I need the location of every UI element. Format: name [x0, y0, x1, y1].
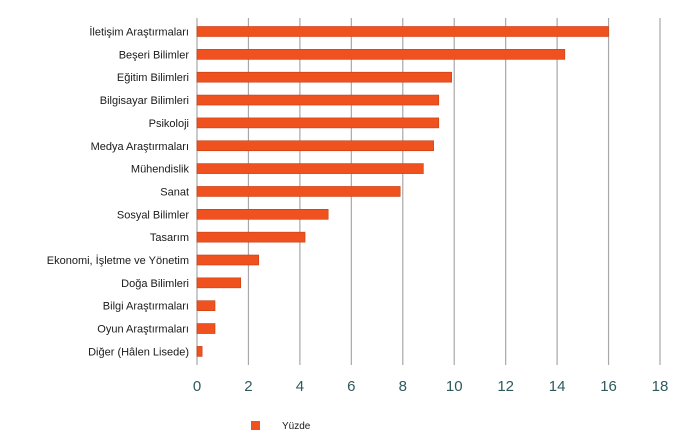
category-label: Medya Araştırmaları — [91, 141, 189, 153]
bar — [196, 117, 440, 129]
category-label: İletişim Araştırmaları — [89, 26, 189, 39]
bar — [196, 71, 452, 83]
x-tick-label: 0 — [193, 378, 201, 395]
bar — [196, 323, 216, 334]
bar — [196, 26, 609, 37]
category-label: Eğitim Bilimleri — [117, 72, 189, 84]
x-tick-label: 12 — [497, 378, 514, 395]
category-label: Sanat — [160, 186, 189, 198]
bars — [196, 26, 609, 357]
x-axis-tick-labels: 0 2 4 6 8 10 12 14 16 18 — [193, 378, 669, 395]
x-tick-label: 14 — [549, 378, 566, 395]
x-tick-label: 18 — [652, 378, 669, 395]
category-label: Bilgi Araştırmaları — [103, 301, 189, 313]
category-label: Oyun Araştırmaları — [97, 324, 189, 336]
x-tick-label: 16 — [600, 378, 617, 395]
bar — [196, 163, 424, 174]
bar — [196, 300, 216, 312]
x-tick-label: 4 — [296, 378, 304, 395]
bar — [196, 254, 260, 266]
legend-label: Yüzde — [282, 421, 311, 432]
bar — [196, 186, 401, 197]
bar — [196, 94, 440, 106]
bar — [196, 140, 434, 152]
category-labels: İletişim Araştırmaları Beşeri Bilimler Eği… — [47, 26, 190, 359]
category-label: Bilgisayar Bilimleri — [100, 95, 189, 107]
bar — [196, 277, 242, 289]
legend-swatch — [251, 421, 260, 430]
bar — [196, 231, 306, 243]
category-label: Ekonomi, İşletme ve Yönetim — [47, 254, 189, 267]
category-label: Tasarım — [150, 232, 189, 244]
category-label: Diğer (Hâlen Lisede) — [88, 346, 189, 358]
bar — [196, 209, 329, 220]
x-tick-label: 8 — [399, 378, 407, 395]
x-tick-label: 6 — [347, 378, 355, 395]
bar — [196, 346, 203, 357]
x-tick-label: 2 — [244, 378, 252, 395]
category-label: Beşeri Bilimler — [119, 49, 190, 61]
category-label: Doğa Bilimleri — [121, 278, 189, 290]
legend: Yüzde — [251, 421, 311, 432]
category-label: Psikoloji — [149, 118, 189, 130]
category-label: Sosyal Bilimler — [117, 209, 189, 221]
bar — [196, 49, 566, 60]
category-label: Mühendislik — [131, 164, 190, 176]
x-tick-label: 10 — [446, 378, 463, 395]
